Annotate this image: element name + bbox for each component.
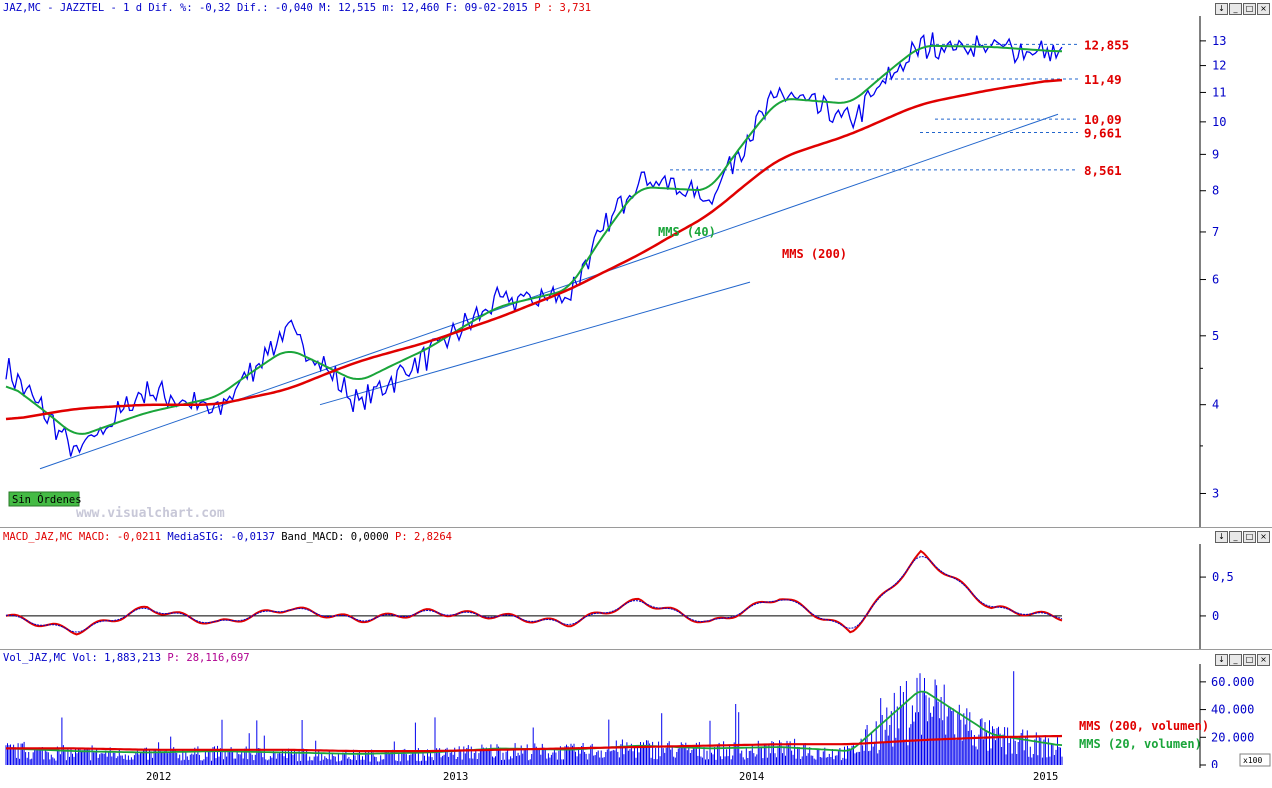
hdr-field-value: 09-02-2015 xyxy=(464,2,528,14)
p-value: 28,116,697 xyxy=(186,652,250,664)
volume-chart[interactable]: 60.000 40.000 20.000 0 x100 MMS (200, volumen… xyxy=(0,650,1272,768)
macd-field-key: Band_MACD: xyxy=(281,531,345,543)
x-tick-label: 2012 xyxy=(146,771,172,783)
macd-line xyxy=(5,549,1063,636)
y-tick-label: 10 xyxy=(1212,115,1226,129)
maximize-icon[interactable]: □ xyxy=(1243,654,1256,666)
y-tick-label: 0 xyxy=(1211,758,1218,768)
p-label: P : xyxy=(534,2,554,14)
p-label: P: xyxy=(395,531,408,543)
volume-window-controls: ↓ _ □ × xyxy=(1215,654,1270,666)
price-chart[interactable]: 3 4 5 6 7 8 9 10 11 12 13 12,855 11,49 10,099,661 8,56… xyxy=(0,0,1272,527)
y-tick-label: 11 xyxy=(1212,85,1226,99)
macd-chart[interactable]: 0,50 xyxy=(0,528,1272,649)
trend-line xyxy=(39,113,1059,470)
y-tick-label: 8 xyxy=(1212,184,1219,198)
hdr-field-value: 12,460 xyxy=(401,2,440,14)
y-tick-label: 40.000 xyxy=(1211,703,1254,717)
hdr-field-value: -0,32 xyxy=(199,2,231,14)
hdr-field-key: Dif.: xyxy=(236,2,269,14)
level-label: 9,661 xyxy=(1084,126,1122,141)
hdr-field-value: 12,515 xyxy=(338,2,377,14)
y-tick-label: 3 xyxy=(1212,486,1219,500)
level-label: 10,09 xyxy=(1084,112,1122,127)
vol-field-key: Vol: xyxy=(72,652,98,664)
macd-field-value: -0,0137 xyxy=(230,531,275,543)
signal-line xyxy=(5,556,1063,633)
level-label: 8,561 xyxy=(1084,163,1122,178)
hdr-field-key: M: xyxy=(319,2,332,14)
price-name: JAZZTEL xyxy=(59,2,105,14)
macd-field-value: 0,0000 xyxy=(350,531,389,543)
maximize-icon[interactable]: □ xyxy=(1243,531,1256,543)
x-tick-label: 2013 xyxy=(443,771,469,783)
mms40-label: MMS (40) xyxy=(658,225,716,239)
minimize-icon[interactable]: _ xyxy=(1229,3,1242,15)
p-value: 3,731 xyxy=(559,2,592,14)
volume-header: Vol_JAZ,MC Vol: 1,883,213 P: 28,116,697 xyxy=(3,652,250,665)
hdr-field-key: 1 d Dif. %: xyxy=(123,2,193,14)
y-tick-label: 9 xyxy=(1212,147,1219,161)
arrow-down-icon[interactable]: ↓ xyxy=(1215,3,1228,15)
maximize-icon[interactable]: □ xyxy=(1243,3,1256,15)
price-window-controls: ↓ _ □ × xyxy=(1215,3,1270,15)
minimize-icon[interactable]: _ xyxy=(1229,654,1242,666)
macd-field-value: -0,0211 xyxy=(116,531,162,543)
price-panel: JAZ,MC - JAZZTEL - 1 d Dif. %: -0,32 Dif… xyxy=(0,0,1272,528)
y-tick-label: 7 xyxy=(1212,225,1219,239)
mms200-line xyxy=(5,78,1063,421)
level-label: 11,49 xyxy=(1084,72,1122,87)
p-label: P: xyxy=(167,652,181,664)
close-icon[interactable]: × xyxy=(1257,654,1270,666)
x-tick-label: 2015 xyxy=(1033,771,1059,783)
y-tick-label: 5 xyxy=(1212,329,1219,343)
y-tick-label: 0,5 xyxy=(1212,570,1234,584)
vol-name: Vol_JAZ,MC xyxy=(3,652,67,664)
trend-line xyxy=(319,281,751,406)
price-header: JAZ,MC - JAZZTEL - 1 d Dif. %: -0,32 Dif… xyxy=(3,2,592,14)
x-tick-label: 2014 xyxy=(739,771,765,783)
price-series-line xyxy=(5,32,1063,457)
minimize-icon[interactable]: _ xyxy=(1229,531,1242,543)
macd-name: MACD_JAZ,MC xyxy=(3,531,73,543)
close-icon[interactable]: × xyxy=(1257,3,1270,15)
status-badge: Sin Órdenes xyxy=(12,493,82,506)
hdr-field-value: -0,040 xyxy=(274,2,313,14)
y-tick-label: 4 xyxy=(1212,398,1219,412)
level-label: 12,855 xyxy=(1084,37,1129,52)
y-tick-label: 12 xyxy=(1212,59,1226,73)
macd-window-controls: ↓ _ □ × xyxy=(1215,531,1270,543)
macd-field-key: MACD: xyxy=(78,531,111,543)
vol-mms200-legend: MMS (200, volumen) xyxy=(1079,719,1209,733)
arrow-down-icon[interactable]: ↓ xyxy=(1215,654,1228,666)
macd-header: MACD_JAZ,MC MACD: -0,0211 MediaSIG: -0,0… xyxy=(3,531,452,544)
price-symbol: JAZ,MC xyxy=(3,2,41,14)
y-tick-label: 13 xyxy=(1212,34,1226,48)
close-icon[interactable]: × xyxy=(1257,531,1270,543)
vol-field-value: 1,883,213 xyxy=(104,652,162,664)
mms200-label: MMS (200) xyxy=(782,247,847,261)
hdr-field-key: m: xyxy=(382,2,396,14)
arrow-down-icon[interactable]: ↓ xyxy=(1215,531,1228,543)
y-tick-label: 0 xyxy=(1212,609,1219,623)
volume-panel: Vol_JAZ,MC Vol: 1,883,213 P: 28,116,697 … xyxy=(0,650,1272,768)
vol-mms20-legend: MMS (20, volumen) xyxy=(1079,737,1202,751)
hdr-field-key: F: xyxy=(445,2,459,14)
scale-badge-box xyxy=(1239,753,1271,767)
y-tick-label: 20.000 xyxy=(1211,730,1254,744)
vol-mms200-line xyxy=(6,734,1063,753)
status-badge-box xyxy=(8,491,80,507)
mms40-line xyxy=(5,44,1063,435)
p-value: 2,8264 xyxy=(414,531,452,543)
watermark: www.visualchart.com xyxy=(76,506,225,521)
scale-badge: x100 xyxy=(1243,756,1262,765)
macd-panel: MACD_JAZ,MC MACD: -0,0211 MediaSIG: -0,0… xyxy=(0,528,1272,650)
macd-field-key: MediaSIG: xyxy=(167,531,225,543)
y-tick-label: 60.000 xyxy=(1211,675,1254,689)
y-tick-label: 6 xyxy=(1212,273,1219,287)
